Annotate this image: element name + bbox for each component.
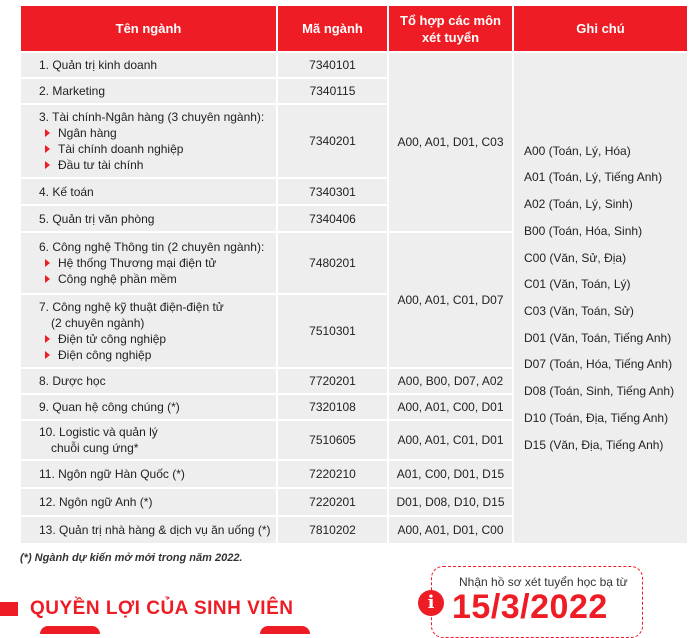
major-code: 7320108 bbox=[276, 393, 389, 421]
major-name: 2. Marketing bbox=[19, 77, 278, 105]
specialization-item: Ngân hàng bbox=[39, 125, 276, 141]
note-item: D07 (Toán, Hóa, Tiếng Anh) bbox=[524, 357, 673, 372]
specialization-item: Tài chính doanh nghiệp bbox=[39, 141, 276, 157]
section-marker bbox=[0, 602, 18, 616]
subject-combo: A00, A01, C00, D01 bbox=[387, 393, 514, 421]
major-code: 7510301 bbox=[276, 293, 389, 369]
subject-combo: A00, A01, D01, C00 bbox=[387, 515, 514, 545]
subject-combo: A00, A01, C01, D07 bbox=[387, 231, 514, 369]
note-item: C03 (Văn, Toán, Sử) bbox=[524, 304, 634, 318]
note-item: D10 (Toán, Địa, Tiếng Anh) bbox=[524, 410, 669, 425]
subject-combo: A01, C00, D01, D15 bbox=[387, 459, 514, 489]
specialization-item: Điện tử công nghiệp bbox=[39, 331, 276, 347]
header-major-code: Mã ngành bbox=[276, 4, 389, 53]
major-name: 4. Kế toán bbox=[19, 177, 278, 206]
note-item: D08 (Toán, Sinh, Tiếng Anh) bbox=[524, 384, 675, 399]
header-major-name: Tên ngành bbox=[19, 4, 278, 53]
note-item: D01 (Văn, Toán, Tiếng Anh) bbox=[524, 330, 672, 345]
major-name: 8. Dược học bbox=[19, 367, 278, 395]
major-code: 7340115 bbox=[276, 77, 389, 105]
major-name: 11. Ngôn ngữ Hàn Quốc (*) bbox=[19, 459, 278, 489]
major-code: 7720201 bbox=[276, 367, 389, 395]
specialization-item: Hệ thống Thương mại điện tử bbox=[39, 255, 276, 271]
major-code: 7810202 bbox=[276, 515, 389, 545]
deadline-date: 15/3/2022 bbox=[452, 588, 608, 626]
info-icon: i bbox=[418, 590, 444, 616]
footnote: (*) Ngành dự kiến mở mới trong năm 2022. bbox=[20, 552, 243, 564]
benefits-heading: QUYỀN LỢI CỦA SINH VIÊN bbox=[30, 598, 294, 619]
header-notes: Ghi chú bbox=[512, 4, 689, 53]
subject-combo: D01, D08, D10, D15 bbox=[387, 487, 514, 517]
note-item: D15 (Văn, Địa, Tiếng Anh) bbox=[524, 437, 664, 452]
specialization-item: Công nghệ phần mềm bbox=[39, 271, 276, 287]
major-name: 3. Tài chính-Ngân hàng (3 chuyên ngành):… bbox=[19, 103, 278, 179]
note-item: A02 (Toán, Lý, Sinh) bbox=[524, 197, 633, 212]
major-name: 10. Logistic và quản lý chuỗi cung ứng* bbox=[19, 419, 278, 461]
subject-combo: A00, A01, C01, D01 bbox=[387, 419, 514, 461]
major-code: 7220210 bbox=[276, 459, 389, 489]
specialization-item: Đầu tư tài chính bbox=[39, 157, 276, 173]
decorative-shape bbox=[40, 626, 100, 634]
major-name: 6. Công nghệ Thông tin (2 chuyên ngành):… bbox=[19, 231, 278, 295]
major-name: 1. Quản trị kinh doanh bbox=[19, 51, 278, 79]
major-name: 9. Quan hệ công chúng (*) bbox=[19, 393, 278, 421]
major-code: 7340201 bbox=[276, 103, 389, 179]
note-item: A00 (Toán, Lý, Hóa) bbox=[524, 143, 631, 158]
major-code: 7220201 bbox=[276, 487, 389, 517]
note-item: B00 (Toán, Hóa, Sinh) bbox=[524, 223, 643, 238]
major-code: 7480201 bbox=[276, 231, 389, 295]
major-code: 7340101 bbox=[276, 51, 389, 79]
major-name: 7. Công nghệ kỹ thuật điện-điện tử (2 ch… bbox=[19, 293, 278, 369]
admission-table: Tên ngành Mã ngành Tổ hợp các môn xét tuy… bbox=[19, 4, 689, 545]
deadline-label: Nhận hồ sơ xét tuyển học bạ từ bbox=[455, 575, 632, 589]
decorative-shape bbox=[260, 626, 310, 634]
note-item: C00 (Văn, Sử, Địa) bbox=[524, 250, 627, 265]
major-code: 7340406 bbox=[276, 204, 389, 233]
major-code: 7510605 bbox=[276, 419, 389, 461]
note-item: A01 (Toán, Lý, Tiếng Anh) bbox=[524, 170, 663, 185]
major-name: 12. Ngôn ngữ Anh (*) bbox=[19, 487, 278, 517]
header-subject-combo: Tổ hợp các môn xét tuyển bbox=[387, 4, 514, 53]
major-name: 5. Quản trị văn phòng bbox=[19, 204, 278, 233]
note-item: C01 (Văn, Toán, Lý) bbox=[524, 277, 631, 292]
major-name: 13. Quản trị nhà hàng & dịch vụ ăn uống … bbox=[19, 515, 278, 545]
major-code: 7340301 bbox=[276, 177, 389, 206]
specialization-item: Điện công nghiệp bbox=[39, 347, 276, 363]
combo-notes: A00 (Toán, Lý, Hóa) A01 (Toán, Lý, Tiếng… bbox=[512, 51, 689, 545]
subject-combo: A00, A01, D01, C03 bbox=[387, 51, 514, 233]
subject-combo: A00, B00, D07, A02 bbox=[387, 367, 514, 395]
